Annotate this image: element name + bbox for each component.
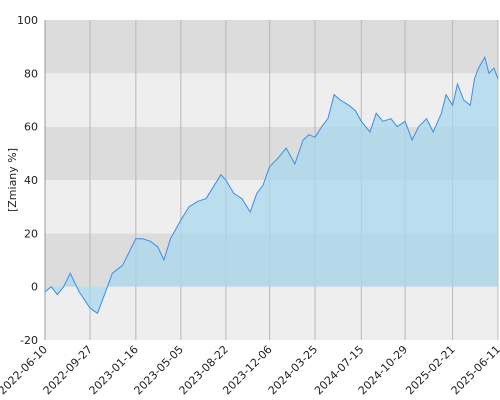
y-tick-label: 80 (24, 67, 38, 80)
y-tick-label: -20 (20, 334, 38, 347)
y-tick-label: 0 (31, 281, 38, 294)
grid-band (45, 286, 498, 340)
grid-band (45, 73, 498, 127)
y-axis-label: [Zmiany %] (6, 148, 19, 212)
y-tick-label: 100 (17, 14, 38, 27)
line (44, 55, 499, 315)
y-tick-label: 60 (24, 121, 38, 134)
y-tick-label: 40 (24, 174, 38, 187)
area-fill (45, 57, 498, 314)
y-tick-label: 20 (24, 227, 38, 240)
grid-band (45, 20, 498, 74)
